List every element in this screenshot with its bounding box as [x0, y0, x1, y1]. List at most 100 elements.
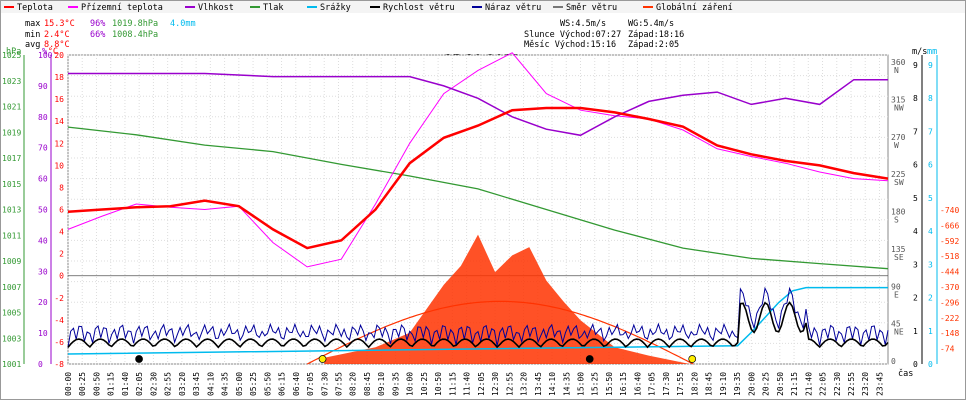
x-tick-12: 05:00	[235, 372, 244, 396]
legend-label-6: Rychlost větru	[383, 3, 455, 13]
x-tick-21: 08:45	[363, 372, 372, 396]
x-tick-42: 17:30	[662, 372, 671, 396]
x-tick-6: 02:30	[149, 372, 158, 396]
stat-max-press: 1019.8hPa	[112, 19, 158, 29]
radiation-area	[324, 234, 690, 364]
x-tick-4: 01:40	[121, 372, 130, 396]
series-wind-gust	[67, 286, 889, 348]
x-tick-38: 15:50	[605, 372, 614, 396]
axis-tick-rad-0: -740	[940, 206, 959, 215]
axis-tick-pct-0: 100	[38, 51, 53, 60]
axis-tick-degc-11: -2	[54, 294, 64, 303]
axis-tick-wind-0: 9	[913, 61, 918, 70]
axis-tick-dir-lbl-2: W	[894, 141, 899, 150]
axis-tick-degc-2: 16	[54, 95, 64, 104]
x-tick-43: 17:55	[676, 372, 685, 396]
x-tick-53: 22:05	[819, 372, 828, 396]
x-tick-17: 07:05	[306, 372, 315, 396]
x-tick-5: 02:05	[135, 372, 144, 396]
axis-tick-pct-9: 10	[38, 329, 48, 338]
info-ws: WS:4.5m/s	[560, 19, 606, 29]
axis-tick-pct-5: 50	[38, 206, 48, 215]
axis-tick-degc-0: 20	[54, 51, 64, 60]
stat-min-press: 1008.4hPa	[112, 30, 158, 40]
x-tick-19: 07:55	[334, 372, 343, 396]
axis-tick-degc-12: -4	[54, 316, 64, 325]
axis-tick-mm-6: 3	[928, 260, 933, 269]
stat-max-label: max	[25, 19, 40, 29]
plot-area	[67, 52, 889, 365]
info-slunce-zapad: Západ:18:16	[628, 30, 684, 40]
axis-tick-rad-5: -370	[940, 283, 959, 292]
x-tick-29: 12:05	[477, 372, 486, 396]
x-tick-11: 04:35	[221, 372, 230, 396]
x-tick-35: 14:35	[562, 372, 571, 396]
axis-tick-dir-1: 315	[891, 95, 906, 104]
x-tick-2: 00:50	[92, 372, 101, 396]
x-tick-55: 22:55	[847, 372, 856, 396]
axis-tick-hpa-4: 1017	[2, 154, 21, 163]
axis-tick-wind-6: 3	[913, 260, 918, 269]
axis-tick-dir-5: 135	[891, 245, 906, 254]
series-humidity	[68, 72, 888, 137]
legend-label-4: Tlak	[263, 3, 283, 13]
axis-tick-hpa-1: 1023	[2, 77, 21, 86]
axis-tick-hpa-12: 1001	[2, 360, 21, 369]
info-mesic-zapad: Západ:2:05	[628, 40, 679, 50]
series-ground-temp	[67, 52, 889, 268]
moonrise-marker	[585, 355, 594, 363]
astro-info: WS:4.5m/s WG:5.4m/s Slunce Východ:07:27 …	[524, 19, 684, 50]
axis-tick-dir-4: 180	[891, 208, 906, 217]
axis-tick-pct-2: 80	[38, 113, 48, 122]
x-tick-20: 08:20	[349, 372, 358, 396]
axis-tick-degc-7: 6	[59, 206, 64, 215]
x-tick-39: 16:15	[619, 372, 628, 396]
chart-legend: Teplota Přízemní teplota Vlhkost Tlak Srážky…	[4, 3, 733, 13]
x-tick-36: 15:00	[577, 372, 586, 396]
axis-tick-rad-8: -148	[940, 329, 959, 338]
axis-tick-rad-4: -444	[940, 268, 959, 277]
legend-label-2: Přízemní teplota	[81, 3, 163, 13]
axis-tick-rad-7: -222	[940, 314, 959, 323]
x-tick-32: 13:20	[520, 372, 529, 396]
stat-min-label: min	[25, 30, 40, 40]
axis-tick-rad-6: -296	[940, 298, 959, 307]
axis-tick-pct-4: 60	[38, 175, 48, 184]
axis-tick-degc-13: -6	[54, 338, 64, 347]
axis-unit-hpa: hPa	[6, 47, 21, 57]
x-tick-47: 19:35	[733, 372, 742, 396]
x-tick-54: 22:30	[833, 372, 842, 396]
legend-label-9: Globální záření	[656, 3, 733, 13]
axis-tick-hpa-3: 1019	[2, 128, 21, 137]
legend-label-5: Srážky	[320, 3, 351, 13]
axis-tick-dir-lbl-1: NW	[894, 103, 904, 112]
x-tick-18: 07:30	[320, 372, 329, 396]
axis-tick-dir-8: 0	[891, 357, 896, 366]
series-temperature	[67, 106, 889, 250]
x-tick-3: 01:15	[107, 372, 116, 396]
axis-tick-degc-5: 10	[54, 161, 64, 170]
axis-tick-rad-2: -592	[940, 237, 959, 246]
x-tick-26: 10:50	[434, 372, 443, 396]
x-tick-33: 13:45	[534, 372, 543, 396]
axis-tick-mm-9: 0	[928, 360, 933, 369]
axis-tick-wind-5: 4	[913, 227, 918, 236]
stat-min-hum: 66%	[90, 30, 105, 40]
axis-tick-dir-6: 90	[891, 282, 901, 291]
legend-label-7: Náraz větru	[485, 3, 541, 13]
series-rain	[67, 286, 888, 355]
axis-tick-rad-1: -666	[940, 221, 959, 230]
axis-tick-mm-0: 9	[928, 61, 933, 70]
axis-tick-mm-1: 8	[928, 94, 933, 103]
info-wg: WG:5.4m/s	[628, 19, 674, 29]
axis-tick-rad-9: -74	[940, 345, 955, 354]
axis-tick-hpa-0: 1025	[2, 51, 21, 60]
axis-tick-mm-3: 6	[928, 161, 933, 170]
x-tick-45: 18:45	[705, 372, 714, 396]
axis-tick-dir-lbl-5: SE	[894, 253, 904, 262]
x-tick-24: 10:00	[406, 372, 415, 396]
axis-tick-hpa-2: 1021	[2, 103, 21, 112]
x-tick-27: 11:15	[448, 372, 457, 396]
